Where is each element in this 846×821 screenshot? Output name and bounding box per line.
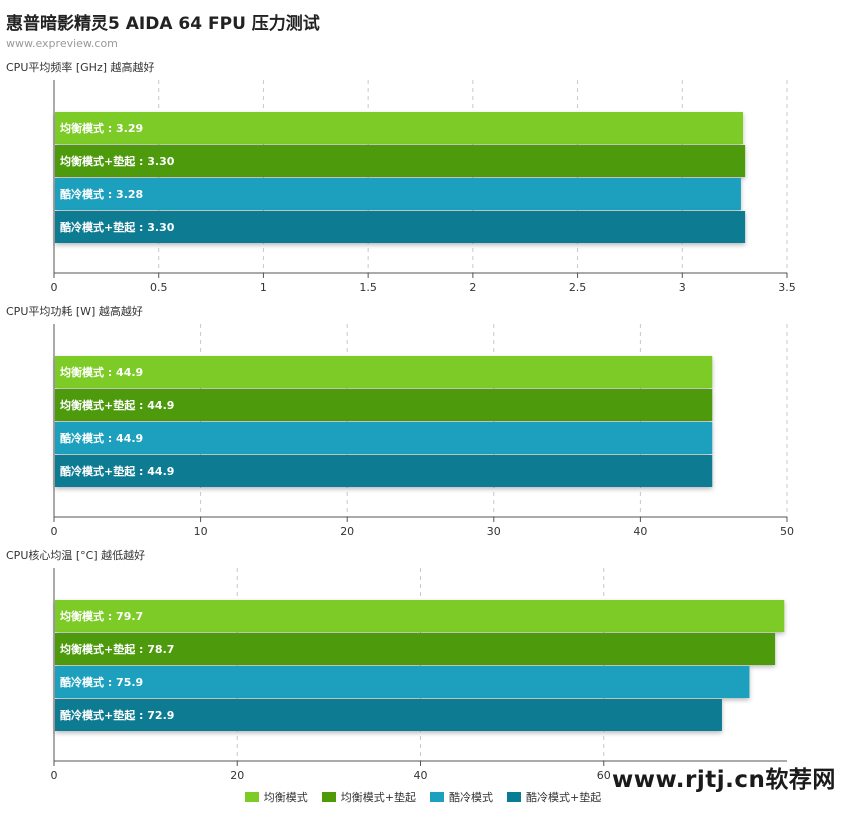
legend-item-balanced[interactable]: 均衡模式 bbox=[244, 789, 308, 805]
watermark: www.rjtj.cn软荐网 bbox=[612, 767, 836, 793]
chart-2-bar-label-0: 均衡模式 : 79.7 bbox=[60, 609, 143, 623]
legend-item-balanced-raised[interactable]: 均衡模式+垫起 bbox=[321, 789, 416, 805]
chart-2-bar-1 bbox=[55, 633, 776, 665]
chart-1-bar-2 bbox=[55, 422, 713, 454]
chart-1-bar-label-3: 酷冷模式+垫起 : 44.9 bbox=[60, 464, 174, 478]
legend-label-cool: 酷冷模式 bbox=[449, 791, 493, 804]
chart-0-bar-label-0: 均衡模式 : 3.29 bbox=[60, 121, 143, 135]
chart-2-bar-label-2: 酷冷模式 : 75.9 bbox=[60, 675, 143, 689]
legend: 均衡模式 均衡模式+垫起 酷冷模式 酷冷模式+垫起 bbox=[0, 789, 846, 805]
chart-2-bar-label-1: 均衡模式+垫起 : 78.7 bbox=[60, 642, 174, 656]
chart-0-bar-1 bbox=[55, 145, 746, 177]
chart-1-bar-label-0: 均衡模式 : 44.9 bbox=[60, 365, 143, 379]
legend-item-cool-raised[interactable]: 酷冷模式+垫起 bbox=[507, 789, 601, 805]
chart-0-tick-label-4: 2 bbox=[469, 281, 476, 294]
chart-2-bar-3 bbox=[55, 699, 722, 731]
chart-0-title: CPU平均频率 [GHz] 越高越好 bbox=[6, 60, 155, 74]
chart-1-tick-label-0: 0 bbox=[51, 525, 58, 538]
chart-2-tick-label-3: 60 bbox=[597, 769, 611, 782]
chart-0-tick-label-3: 1.5 bbox=[359, 281, 377, 294]
legend-swatch-cool-raised bbox=[507, 792, 521, 802]
legend-swatch-balanced-raised bbox=[321, 792, 336, 802]
chart-1-title: CPU平均功耗 [W] 越高越好 bbox=[6, 304, 143, 318]
chart-1-bar-label-2: 酷冷模式 : 44.9 bbox=[60, 431, 143, 445]
chart-0-bar-label-1: 均衡模式+垫起 : 3.30 bbox=[60, 154, 175, 168]
chart-0-tick-label-0: 0 bbox=[51, 281, 58, 294]
chart-1-bar-label-1: 均衡模式+垫起 : 44.9 bbox=[60, 398, 174, 412]
legend-label-balanced-raised: 均衡模式+垫起 bbox=[340, 791, 416, 804]
chart-0-bar-label-2: 酷冷模式 : 3.28 bbox=[60, 187, 143, 201]
legend-item-cool[interactable]: 酷冷模式 bbox=[430, 789, 493, 805]
chart-2-bar-2 bbox=[55, 666, 750, 698]
chart-2-bar-0 bbox=[55, 600, 785, 632]
page-title: 惠普暗影精灵5 AIDA 64 FPU 压力测试 bbox=[6, 14, 320, 34]
chart-1-bar-1 bbox=[55, 389, 713, 421]
chart-2-bar-label-3: 酷冷模式+垫起 : 72.9 bbox=[60, 708, 174, 722]
chart-2-title: CPU核心均温 [°C] 越低越好 bbox=[6, 548, 145, 562]
chart-1-bar-0 bbox=[55, 356, 713, 388]
chart-0-tick-label-5: 2.5 bbox=[569, 281, 587, 294]
chart-1-tick-label-1: 10 bbox=[194, 525, 208, 538]
chart-0-tick-label-1: 0.5 bbox=[150, 281, 168, 294]
chart-1-tick-label-2: 20 bbox=[340, 525, 354, 538]
chart-0-bar-0 bbox=[55, 112, 744, 144]
page-subtitle: www.expreview.com bbox=[6, 37, 118, 50]
chart-0-bar-2 bbox=[55, 178, 741, 210]
chart-0-tick-label-6: 3 bbox=[679, 281, 686, 294]
chart-1-bar-3 bbox=[55, 455, 713, 487]
legend-swatch-cool bbox=[430, 792, 444, 802]
legend-swatch-balanced bbox=[244, 792, 259, 802]
chart-1-tick-label-5: 50 bbox=[780, 525, 794, 538]
chart-2-tick-label-1: 20 bbox=[230, 769, 244, 782]
chart-1-tick-label-3: 30 bbox=[487, 525, 501, 538]
chart-0-tick-label-7: 3.5 bbox=[778, 281, 796, 294]
chart-0-bar-3 bbox=[55, 211, 746, 243]
legend-label-cool-raised: 酷冷模式+垫起 bbox=[526, 791, 602, 804]
chart-0-tick-label-2: 1 bbox=[260, 281, 267, 294]
legend-label-balanced: 均衡模式 bbox=[263, 791, 308, 804]
chart-1-tick-label-4: 40 bbox=[633, 525, 647, 538]
chart-0-bar-label-3: 酷冷模式+垫起 : 3.30 bbox=[60, 220, 175, 234]
chart-2-tick-label-0: 0 bbox=[51, 769, 58, 782]
chart-2-tick-label-2: 40 bbox=[414, 769, 428, 782]
